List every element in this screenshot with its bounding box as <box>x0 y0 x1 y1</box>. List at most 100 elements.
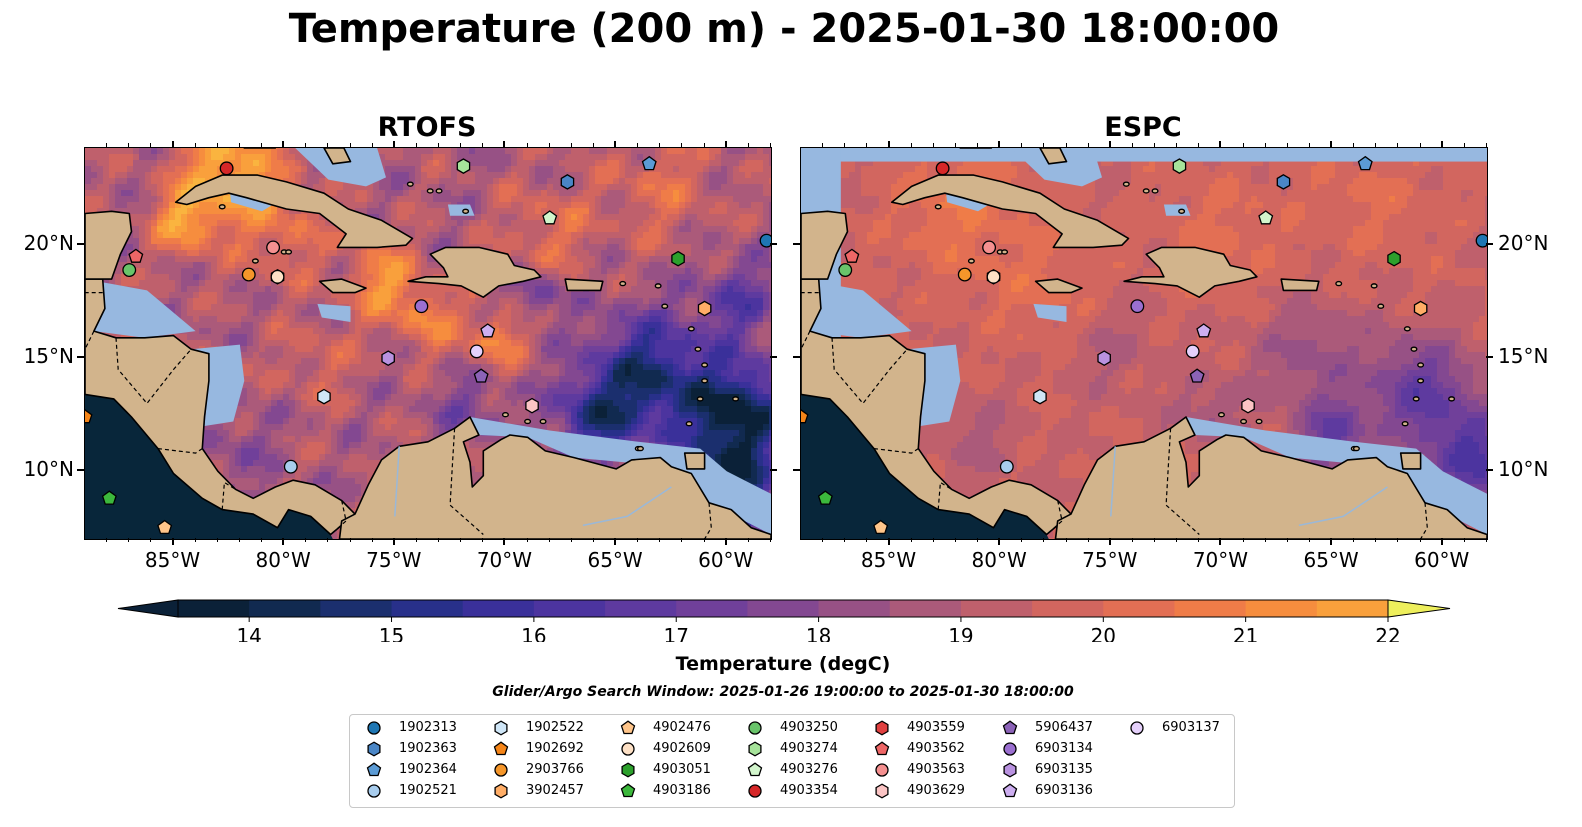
circle-marker-icon <box>1003 741 1017 756</box>
platform-marker-4903250 <box>122 263 137 277</box>
minor-tick <box>1087 538 1089 542</box>
colorbar-tick-label: 18 <box>806 624 831 642</box>
minor-tick <box>1065 538 1067 542</box>
lat-tick-label: 10°N <box>1498 457 1549 482</box>
lat-tick-label: 10°N <box>23 457 74 482</box>
lat-tick-label: 20°N <box>23 231 74 256</box>
minor-tick <box>747 538 749 542</box>
circle-marker-icon <box>1130 720 1144 735</box>
legend-marker-4903186 <box>620 782 636 797</box>
minor-tick <box>460 143 462 147</box>
minor-tick <box>305 538 307 542</box>
legend-label: 4902476 <box>653 720 711 735</box>
legend-entry-6903134: 6903134 <box>1000 738 1093 759</box>
colorbar-tick-label: 19 <box>948 624 973 642</box>
minor-tick <box>770 143 771 147</box>
minor-tick <box>349 143 351 147</box>
legend-marker-1902692 <box>493 740 509 755</box>
legend-entry-1902363: 1902363 <box>364 738 457 759</box>
rivers <box>394 446 672 527</box>
minor-tick <box>460 538 462 542</box>
minor-tick <box>1463 538 1465 542</box>
platform-marker-1902522 <box>317 388 331 405</box>
lon-tick-label: 85°W <box>860 548 917 572</box>
colorbar-tick-label: 14 <box>236 624 261 642</box>
lon-tick-label: 75°W <box>1082 548 1138 572</box>
minor-tick <box>977 143 979 147</box>
colorbar-segment <box>960 600 1033 617</box>
minor-tick <box>1021 143 1023 147</box>
minor-tick <box>415 538 417 542</box>
legend-marker-5906437 <box>1002 719 1018 734</box>
legend-marker-4903274 <box>748 740 762 757</box>
lon-tick-mark <box>1108 538 1111 545</box>
legend-label: 4902609 <box>653 741 711 756</box>
legend-entry-4903250: 4903250 <box>745 717 838 738</box>
lon-tick-label: 70°W <box>1192 548 1249 572</box>
colorbar-segment <box>1032 600 1104 617</box>
platform-marker-4903276 <box>542 210 558 225</box>
legend-marker-4903559 <box>875 719 889 736</box>
minor-tick <box>238 538 240 542</box>
panel-title-espc: ESPC <box>1104 112 1182 143</box>
espc-map-canvas <box>801 148 1487 539</box>
colorbar-segment <box>391 600 464 617</box>
legend-marker-4902476 <box>620 719 636 734</box>
minor-tick <box>1264 538 1266 542</box>
minor-tick <box>526 538 528 542</box>
legend-label: 4903274 <box>780 741 838 756</box>
minor-tick <box>954 143 956 147</box>
minor-tick <box>1154 538 1156 542</box>
lat-tick-mark <box>793 356 800 359</box>
platform-legend: 1902313 1902363 1902364 1902521 1902522 19026… <box>349 714 1235 808</box>
lon-tick-label: 75°W <box>366 548 422 572</box>
legend-marker-1902364 <box>366 761 382 776</box>
minor-tick <box>1154 143 1156 147</box>
minor-tick <box>1397 143 1399 147</box>
legend-label: 6903135 <box>1035 762 1093 777</box>
legend-entry-4903354: 4903354 <box>745 780 838 801</box>
lon-tick-mark <box>1440 141 1443 148</box>
circle-marker-icon <box>748 720 762 735</box>
legend-marker-6903134 <box>1003 741 1017 756</box>
minor-tick <box>681 538 683 542</box>
search-window-text: Glider/Argo Search Window: 2025-01-26 19… <box>492 684 1074 700</box>
lon-tick-mark <box>1330 538 1333 545</box>
pentagon-marker-icon <box>1002 782 1018 797</box>
legend-marker-3902457 <box>494 782 508 799</box>
minor-tick <box>703 538 705 542</box>
platform-marker-4903562 <box>128 248 144 263</box>
platform-markers <box>85 155 771 535</box>
legend-entry-4903559: 4903559 <box>872 717 965 738</box>
legend-label: 1902364 <box>399 762 457 777</box>
minor-tick <box>548 143 550 147</box>
circle-marker-icon <box>494 762 508 777</box>
colorbar-segment <box>818 600 891 617</box>
minor-tick <box>150 143 152 147</box>
minor-tick <box>1486 143 1487 147</box>
legend-label: 4903629 <box>907 783 965 798</box>
lat-tick-mark <box>1486 356 1493 359</box>
legend-label: 4903559 <box>907 720 965 735</box>
legend-label: 3902457 <box>526 783 584 798</box>
colorbar-segment <box>249 600 321 617</box>
minor-tick <box>659 538 661 542</box>
platform-marker-4903629 <box>1241 397 1255 414</box>
lon-tick-mark <box>171 538 174 545</box>
minor-tick <box>822 143 824 147</box>
colorbar-tick-label: 21 <box>1233 624 1258 642</box>
minor-tick <box>415 143 417 147</box>
hexagon-marker-icon <box>494 782 508 799</box>
colorbar: 14 15 16 17 18 19 20 21 22 <box>117 599 1451 642</box>
minor-tick <box>371 143 373 147</box>
minor-tick <box>261 538 263 542</box>
hexagon-marker-icon <box>875 782 889 799</box>
minor-tick <box>327 538 329 542</box>
platform-marker-6903137 <box>469 344 484 359</box>
minor-tick <box>216 143 218 147</box>
legend-marker-6903136 <box>1002 782 1018 797</box>
platform-marker-6903135 <box>381 350 395 367</box>
minor-tick <box>327 143 329 147</box>
lon-tick-mark <box>1219 538 1222 545</box>
legend-label: 5906437 <box>1035 720 1093 735</box>
